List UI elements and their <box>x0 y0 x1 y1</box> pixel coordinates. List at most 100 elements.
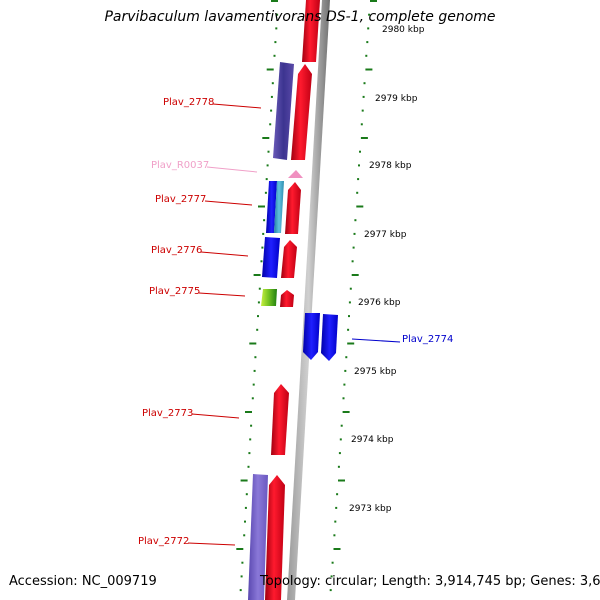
scale-dot <box>274 41 277 44</box>
gene-label-plav-2772[interactable]: Plav_2772 <box>138 536 190 547</box>
scale-dot <box>331 561 334 564</box>
scale-dot <box>276 13 279 16</box>
scale-major-tick <box>249 342 257 345</box>
scale-dot <box>360 123 363 126</box>
scale-major-tick <box>266 68 274 71</box>
scale-dot <box>244 520 246 523</box>
scale-dot <box>361 109 364 112</box>
scale-dot <box>351 260 354 263</box>
gene-arrow-forward-1 <box>291 64 312 160</box>
gene-arrow-forward-5 <box>265 475 285 600</box>
leader-plav-2778 <box>212 103 262 109</box>
kbp-label-2976: 2976 kbp <box>358 298 401 308</box>
scale-dot <box>354 219 357 222</box>
scale-dot <box>359 150 361 153</box>
scale-dot <box>267 150 270 153</box>
kbp-label-2980: 2980 kbp <box>382 25 425 35</box>
scale-outer-dots <box>329 0 377 592</box>
scale-dot <box>362 95 365 98</box>
gene-arrow-plav-2776 <box>262 237 280 278</box>
scale-dot <box>340 424 343 427</box>
scale-dot <box>254 356 257 359</box>
scale-dot <box>363 82 366 85</box>
scale-dot <box>248 452 251 455</box>
scale-dot <box>260 260 263 263</box>
scale-dot <box>330 575 333 578</box>
gene-arrow-forward-2 <box>285 182 301 234</box>
gene-arrow-forward-4 <box>280 290 294 307</box>
scale-dot <box>240 575 243 578</box>
scale-inner-dots <box>236 0 279 592</box>
kbp-label-2979: 2979 kbp <box>375 94 418 104</box>
scale-dot <box>367 27 370 30</box>
scale-major-tick <box>253 274 261 276</box>
scale-major-tick <box>258 205 265 208</box>
scale-major-tick <box>342 411 350 413</box>
leader-plav-2774 <box>351 338 401 343</box>
scale-major-tick <box>262 137 270 139</box>
scale-dot <box>264 191 267 194</box>
scale-major-tick <box>360 137 368 139</box>
scale-dot <box>368 13 371 16</box>
scale-major-tick <box>245 411 252 413</box>
scale-dot <box>249 438 252 441</box>
gene-label-plav-2778[interactable]: Plav_2778 <box>163 97 215 108</box>
gene-label-plav-2775[interactable]: Plav_2775 <box>149 286 201 297</box>
scale-major-tick <box>338 479 345 482</box>
gene-label-plav-r0037[interactable]: Plav_R0037 <box>151 160 210 171</box>
scale-dot <box>250 424 253 427</box>
scale-major-tick <box>351 274 359 276</box>
scale-dot <box>365 54 368 57</box>
leader-plav-2773 <box>191 413 240 419</box>
scale-major-tick <box>236 548 244 550</box>
scale-dot <box>251 397 254 400</box>
scale-dot <box>270 109 273 112</box>
gene-label-plav-2774[interactable]: Plav_2774 <box>402 334 454 345</box>
scale-major-tick <box>370 0 377 2</box>
gene-arrow-teal <box>274 181 284 233</box>
scale-major-tick <box>356 205 364 208</box>
scale-dot <box>358 164 360 167</box>
leader-plav-2775 <box>198 292 246 297</box>
scale-dot <box>257 301 260 304</box>
scale-dot <box>343 383 346 386</box>
scale-dot <box>256 328 259 331</box>
scale-dot <box>266 164 269 167</box>
scale-dot <box>261 246 264 249</box>
gene-label-plav-2773[interactable]: Plav_2773 <box>142 408 194 419</box>
gene-label-plav-2776[interactable]: Plav_2776 <box>151 245 203 256</box>
genome-title: Parvibaculum lavamentivorans DS-1, compl… <box>104 9 496 25</box>
gene-arrow-plav-2778 <box>273 62 294 160</box>
scale-dot <box>335 506 338 509</box>
kbp-label-2973: 2973 kbp <box>349 504 392 514</box>
scale-dot <box>245 493 248 496</box>
scale-dot <box>265 178 268 181</box>
scale-dot <box>269 123 272 126</box>
scale-major-tick <box>333 548 341 550</box>
scale-dot <box>348 315 350 318</box>
scale-dot <box>243 534 246 537</box>
scale-dot <box>329 589 332 592</box>
leader-plav-2776 <box>200 251 249 257</box>
scale-dot <box>262 232 265 235</box>
scale-dot <box>339 438 342 441</box>
scale-dot <box>271 82 274 85</box>
scale-dot <box>357 178 360 181</box>
gene-arrow-plav-2773 <box>271 384 289 455</box>
kbp-label-2974: 2974 kbp <box>351 435 394 445</box>
kbp-label-2975: 2975 kbp <box>354 367 397 377</box>
kbp-label-2978: 2978 kbp <box>369 161 412 171</box>
scale-dot <box>258 287 261 290</box>
scale-dot <box>333 534 336 537</box>
leader-plav-2772 <box>187 542 236 546</box>
gene-arrow-plav-2774 <box>303 313 320 360</box>
scale-dot <box>244 506 247 509</box>
gene-arrow-partial-top <box>302 0 320 62</box>
scale-dot <box>239 589 242 592</box>
gene-arrow-plav-2775 <box>261 289 277 306</box>
scale-dot <box>257 315 259 318</box>
gene-label-plav-2777[interactable]: Plav_2777 <box>155 194 207 205</box>
scale-dot <box>336 493 339 496</box>
